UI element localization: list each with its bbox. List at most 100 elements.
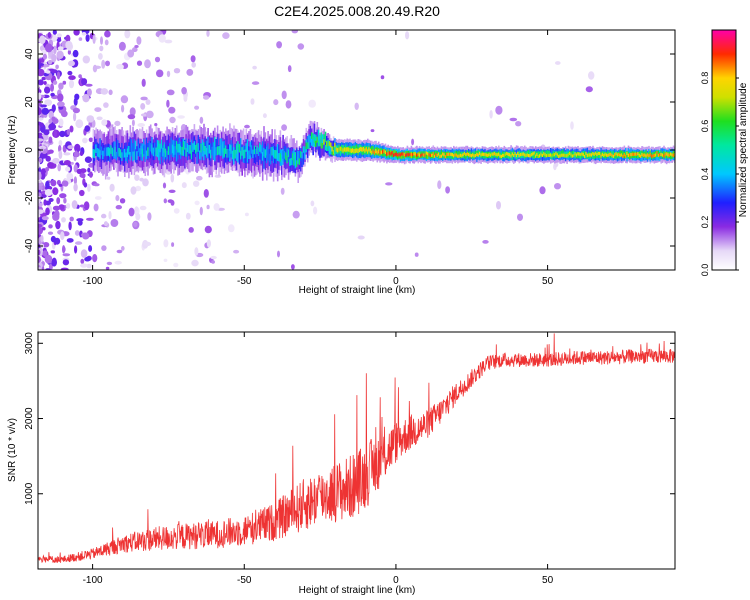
ridge-cell [241, 147, 243, 156]
ridge-cell [357, 148, 359, 154]
ridge-cell [324, 134, 327, 153]
noise-blob [62, 245, 66, 254]
ridge-cell [99, 138, 101, 156]
ridge-cell [372, 149, 374, 154]
noise-blob [67, 70, 73, 76]
ridge-cell [319, 138, 321, 158]
noise-blob [50, 83, 54, 92]
ridge-cell [149, 142, 152, 152]
noise-blob [70, 161, 74, 165]
ridge-cell [407, 153, 410, 157]
ridge-cell [323, 139, 325, 145]
noise-blob [92, 64, 98, 73]
noise-blob [168, 106, 176, 114]
ridge-cell [533, 152, 536, 160]
ridge-cell [341, 147, 343, 152]
noise-blob [228, 224, 235, 233]
ridge-cell [219, 145, 222, 154]
noise-blob [199, 116, 204, 124]
ridge-cell [500, 154, 503, 159]
ridge-cell [620, 153, 623, 157]
noise-blob [53, 80, 58, 85]
noise-blob [79, 172, 86, 178]
ridge-cell [338, 147, 340, 152]
ridge-cell [386, 152, 388, 156]
ridge-cell [399, 153, 402, 157]
ridge-cell [317, 129, 320, 142]
ridge-cell [401, 152, 403, 160]
noise-blob [74, 150, 78, 157]
ridge-cell [585, 151, 587, 155]
ridge-cell [229, 150, 231, 160]
ridge-cell [211, 137, 213, 155]
ridge-cell [139, 148, 141, 157]
ridge-cell [212, 148, 215, 157]
spectrogram-heatmap [38, 30, 675, 270]
ridge-cell [548, 150, 551, 157]
noise-blob [75, 241, 83, 245]
ridge-cell [240, 150, 242, 160]
noise-blob [52, 257, 57, 266]
ridge-cell [590, 153, 593, 157]
noise-blob [73, 164, 78, 173]
ridge-cell [175, 140, 178, 150]
noise-blob [79, 204, 85, 208]
noise-blob [45, 207, 50, 216]
ridge-cell [481, 152, 484, 156]
noise-blob [144, 59, 151, 69]
noise-blob [489, 110, 493, 119]
ridge-cell [154, 143, 156, 152]
ridge-cell [442, 152, 444, 156]
noise-blob [101, 59, 106, 69]
ridge-cell [661, 153, 664, 157]
noise-blob [133, 221, 138, 228]
ridge-cell [421, 152, 424, 156]
noise-blob [51, 69, 58, 74]
ridge-cell [502, 153, 504, 157]
noise-blob [51, 53, 57, 63]
ridge-cell [431, 153, 433, 157]
noise-blob [68, 221, 72, 231]
ridge-cell [334, 147, 336, 156]
ridge-cell [308, 134, 310, 148]
ridge-cell [608, 152, 611, 157]
noise-blob [43, 199, 47, 206]
ridge-cell [289, 150, 291, 165]
ridge-cell [413, 152, 415, 156]
ridge-cell [601, 152, 604, 156]
ridge-cell [448, 152, 451, 156]
noise-blob [57, 101, 65, 107]
ridge-cell [331, 146, 334, 152]
noise-blob [380, 75, 385, 80]
ridge-cell [511, 153, 514, 161]
colorbar-tick-label: 0.8 [700, 72, 710, 85]
ridge-cell [468, 152, 470, 157]
ridge-cell [293, 158, 295, 166]
noise-blob [71, 200, 78, 209]
colorbar-tick-label: 0.2 [700, 216, 710, 229]
x-tick-label: -100 [83, 575, 103, 586]
ridge-cell [432, 152, 435, 156]
noise-blob [104, 39, 109, 46]
ridge-cell [134, 145, 137, 163]
ridge-cell [315, 134, 317, 147]
noise-blob [78, 74, 82, 79]
ridge-cell [174, 146, 177, 155]
ridge-cell [117, 145, 119, 154]
noise-blob [42, 242, 50, 248]
ridge-cell [476, 152, 478, 156]
ridge-cell [235, 145, 238, 154]
ridge-cell [532, 152, 534, 156]
ridge-cell [220, 144, 223, 153]
noise-blob [62, 259, 70, 266]
noise-blob [168, 189, 176, 193]
ridge-cell [190, 139, 193, 157]
noise-blob [281, 90, 287, 100]
ridge-cell [266, 146, 268, 156]
noise-blob [83, 182, 88, 188]
ridge-cell [109, 148, 111, 157]
noise-blob [135, 185, 142, 192]
ridge-cell [321, 143, 324, 149]
ridge-cell [195, 145, 197, 154]
noise-blob [40, 122, 44, 128]
